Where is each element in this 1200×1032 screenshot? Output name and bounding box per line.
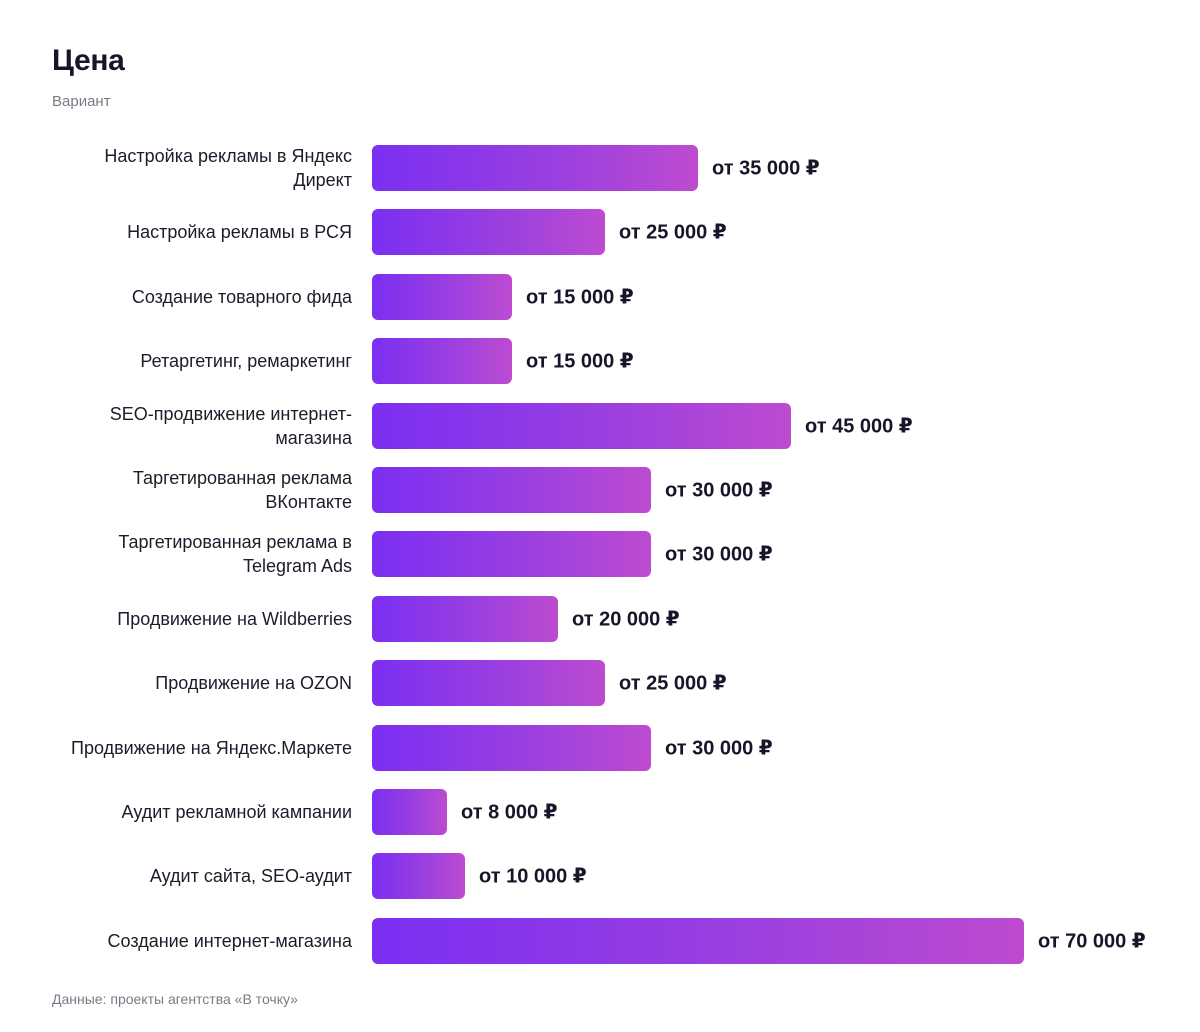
bar xyxy=(372,660,605,707)
bar-row: Настройка рекламы в Яндекс Директ от 35 0… xyxy=(0,145,1200,191)
bar xyxy=(372,402,791,449)
category-label: Продвижение на Wildberries xyxy=(117,608,352,629)
value-label: от 70 000 ₽ xyxy=(1038,930,1146,953)
category-label: Продвижение на Яндекс.Маркете xyxy=(71,737,352,758)
bar xyxy=(372,789,447,835)
bar-row: Таргетированная реклама в Telegram Ads от… xyxy=(0,531,1200,578)
category-label: Ретаргетинг, ремаркетинг xyxy=(140,351,352,372)
bar-row: Продвижение на Яндекс.Маркете от 30 000 ₽ xyxy=(0,724,1200,771)
category-label: Аудит сайта, SEO-аудит xyxy=(149,866,352,887)
bar-row: Создание интернет-магазина от 70 000 ₽ xyxy=(0,917,1200,964)
bar xyxy=(372,273,512,320)
data-source-note: Данные: проекты агентства «В точку» xyxy=(52,991,298,1007)
bar-row: Создание товарного фида от 15 000 ₽ xyxy=(0,273,1200,320)
bar xyxy=(372,917,1024,964)
value-label: от 10 000 ₽ xyxy=(479,865,587,888)
bar xyxy=(372,209,605,256)
value-label: от 8 000 ₽ xyxy=(461,801,558,824)
bar xyxy=(372,531,651,578)
bar xyxy=(372,467,651,513)
bar-row: Продвижение на OZON от 25 000 ₽ xyxy=(0,660,1200,707)
bar-row: Ретаргетинг, ремаркетинг от 15 000 ₽ xyxy=(0,338,1200,385)
bar-row: Аудит сайта, SEO-аудит от 10 000 ₽ xyxy=(0,853,1200,900)
value-label: от 30 000 ₽ xyxy=(665,737,773,760)
category-label: Создание товарного фида xyxy=(131,286,352,307)
bar-row: SEO-продвижение интернет-магазина от 45 0… xyxy=(0,402,1200,449)
value-label: от 15 000 ₽ xyxy=(526,350,634,373)
category-label: Аудит рекламной кампании xyxy=(121,802,352,822)
bar xyxy=(372,338,512,385)
bar-row: Продвижение на Wildberries от 20 000 ₽ xyxy=(0,595,1200,642)
category-label: SEO-продвижение интернет-магазина xyxy=(109,403,352,448)
bar xyxy=(372,853,465,900)
bar xyxy=(372,724,651,771)
bar xyxy=(372,595,558,642)
category-label: Настройка рекламы в РСЯ xyxy=(127,222,352,243)
bar-row: Таргетированная реклама ВКонтакте от 30 0… xyxy=(0,467,1200,513)
category-label: Продвижение на OZON xyxy=(155,673,352,694)
value-label: от 45 000 ₽ xyxy=(805,415,913,438)
bar-row: Настройка рекламы в РСЯ от 25 000 ₽ xyxy=(0,209,1200,256)
category-label: Создание интернет-магазина xyxy=(107,930,352,951)
value-label: от 35 000 ₽ xyxy=(712,157,820,180)
chart-subtitle: Вариант xyxy=(52,93,111,110)
value-label: от 25 000 ₽ xyxy=(619,672,727,695)
value-label: от 20 000 ₽ xyxy=(572,608,680,631)
category-label: Настройка рекламы в Яндекс Директ xyxy=(104,146,352,190)
value-label: от 25 000 ₽ xyxy=(619,221,727,244)
value-label: от 30 000 ₽ xyxy=(665,479,773,502)
bar xyxy=(372,145,698,191)
value-label: от 15 000 ₽ xyxy=(526,286,634,309)
category-label: Таргетированная реклама в Telegram Ads xyxy=(118,532,352,577)
value-label: от 30 000 ₽ xyxy=(665,543,773,566)
chart-title: Цена xyxy=(52,44,125,77)
bar-row: Аудит рекламной кампании от 8 000 ₽ xyxy=(0,789,1200,835)
category-label: Таргетированная реклама ВКонтакте xyxy=(132,468,352,512)
